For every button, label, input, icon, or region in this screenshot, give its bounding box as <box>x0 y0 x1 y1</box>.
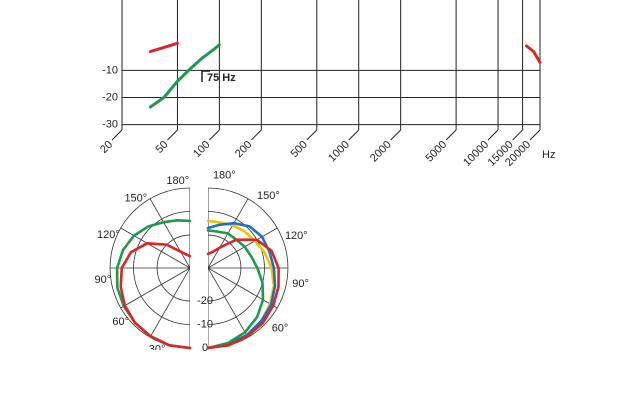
y-tick-label: -10 <box>102 64 118 76</box>
x-tick <box>390 129 402 141</box>
grid-spoke <box>120 267 190 309</box>
polar-curves <box>115 219 280 350</box>
x-tick <box>111 129 123 141</box>
polar-pattern: 180°150°120°90°60°30°180°150°120°90°60°3… <box>95 169 309 355</box>
r-tick-label: -20 <box>197 295 213 307</box>
x-tick <box>209 129 220 141</box>
polar-curve <box>206 229 265 350</box>
x-axis-label: Hz <box>542 149 555 161</box>
x-tick <box>529 129 541 141</box>
angle-tick-label: 150° <box>257 190 280 202</box>
y-tick-label: -30 <box>102 118 118 130</box>
annotation: 75 Hz <box>207 72 236 84</box>
r-tick-label: 0 <box>202 342 208 354</box>
polar-half <box>109 187 190 349</box>
grid-spoke <box>120 227 190 269</box>
annotation-marker <box>201 70 210 82</box>
angle-tick-label: 90° <box>292 278 309 290</box>
response-curve <box>148 41 542 64</box>
y-tick-label: -20 <box>102 91 118 103</box>
angle-tick-label: 90° <box>95 274 112 286</box>
angle-tick-label: 150° <box>124 193 147 205</box>
x-tick <box>306 129 318 141</box>
x-tick <box>348 129 360 141</box>
angle-tick-label: 180° <box>213 169 236 181</box>
response-curve <box>148 43 221 109</box>
polar-grid: 180°150°120°90°60°30°180°150°120°90°60°3… <box>95 169 309 355</box>
x-tick <box>512 129 523 141</box>
polar-curve <box>119 242 192 350</box>
angle-tick-label: 60° <box>272 322 289 334</box>
series-group <box>148 41 542 109</box>
x-tick <box>487 129 499 141</box>
x-tick <box>167 129 178 141</box>
angle-tick-label: 120° <box>97 229 120 241</box>
angle-tick-label: 30° <box>149 343 166 355</box>
r-tick-label: -10 <box>197 318 213 330</box>
x-tick <box>445 129 457 141</box>
grid-spoke <box>208 267 278 309</box>
polar-curve <box>206 238 280 350</box>
grid-spoke <box>208 267 249 338</box>
grid-spoke <box>149 267 190 338</box>
angle-tick-label: 120° <box>285 230 308 242</box>
grid-spoke <box>208 227 278 269</box>
angle-tick-label: 60° <box>112 316 129 328</box>
grid-spoke <box>149 198 190 269</box>
x-tick <box>250 129 262 141</box>
angle-tick-label: 180° <box>166 175 189 187</box>
